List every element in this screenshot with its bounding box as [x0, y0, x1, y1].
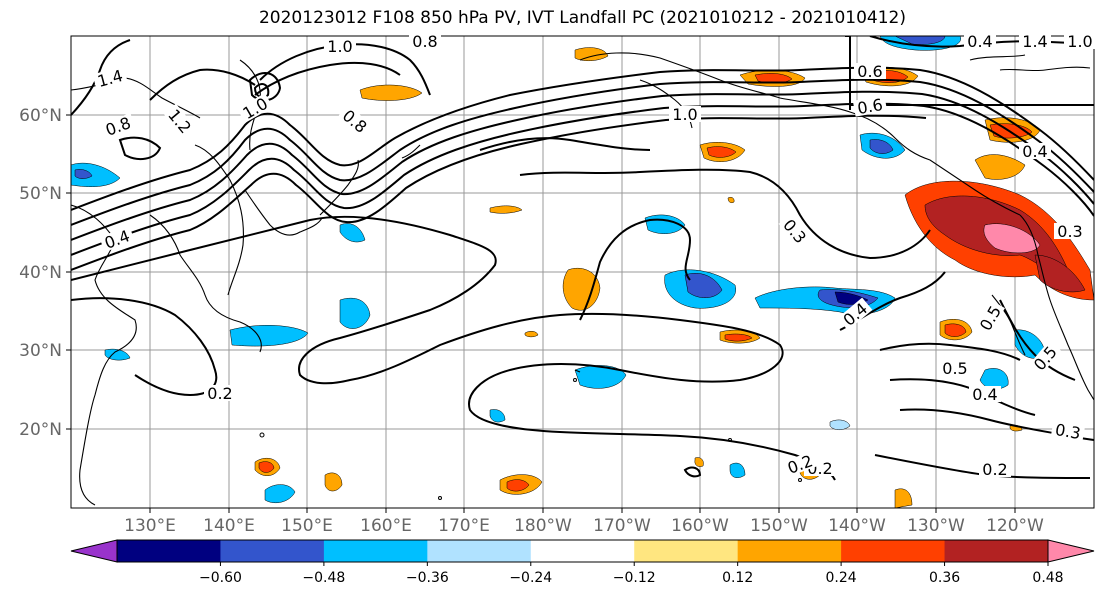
- contour-label: 0.6: [857, 62, 882, 81]
- colorbar-segment: [220, 540, 325, 562]
- colorbar-extend-high: [1047, 539, 1095, 563]
- contour-label-bg: [837, 297, 873, 331]
- contour-label-bg: [99, 226, 135, 252]
- contour-label-bg: [1028, 340, 1062, 376]
- contour-label: 0.8: [412, 32, 437, 51]
- contour-label-bg: [782, 451, 818, 477]
- lat-tick-label: 50°N: [19, 184, 62, 204]
- colorbar-tick-label: −0.12: [613, 570, 656, 586]
- contour-label: 0.4: [967, 32, 992, 51]
- map-title: 2020123012 F108 850 hPa PV, IVT Landfall…: [258, 8, 906, 28]
- contour-label-bg: [975, 300, 1005, 336]
- contour-label-bg: [1019, 33, 1051, 49]
- colorbar-tick-label: −0.48: [302, 570, 345, 586]
- contour-label-bg: [237, 93, 273, 123]
- colorbar-segment: [530, 540, 635, 562]
- latitude-axis: 60°N 50°N 40°N 30°N 20°N: [19, 106, 71, 440]
- contour-label-bg: [1050, 420, 1086, 442]
- contour-label: 0.4: [1022, 142, 1047, 161]
- gridlines: [71, 36, 1094, 508]
- colorbar-segment: [634, 540, 739, 562]
- colorbar-extend-low: [70, 539, 118, 563]
- lon-tick-label: 120°W: [986, 516, 1044, 536]
- contour-label-bg: [409, 33, 441, 49]
- colorbar-segment: [737, 540, 842, 562]
- pv-contours: [71, 36, 1094, 481]
- contour-label-bg: [204, 385, 236, 401]
- colorbar-frame: [116, 539, 1049, 563]
- colorbar-tick-label: −0.36: [406, 570, 449, 586]
- contour-label: 1.0: [1067, 32, 1092, 51]
- lon-tick-label: 180°W: [514, 516, 572, 536]
- lon-tick-label: 160°W: [671, 516, 729, 536]
- contour-label-bg: [1064, 33, 1096, 49]
- coastlines: [71, 52, 1094, 506]
- colorbar: −0.60 −0.48 −0.36 −0.24 −0.12 0.12 0.24 0.36 0.4…: [70, 539, 1095, 586]
- lat-tick-label: 20°N: [19, 420, 62, 440]
- lat-tick-label: 60°N: [19, 106, 62, 126]
- shading-patches: [71, 36, 1094, 508]
- contour-label: 0.2: [207, 384, 232, 403]
- contour-label-bg: [939, 360, 971, 376]
- contour-label: 1.0: [327, 37, 352, 56]
- contour-label: 0.6: [856, 95, 884, 118]
- lat-tick-label: 40°N: [19, 263, 62, 283]
- contour-label-bg: [979, 461, 1011, 477]
- contour-label: 0.4: [972, 385, 997, 404]
- lon-tick-label: 140°E: [203, 516, 255, 536]
- lon-tick-label: 150°W: [750, 516, 808, 536]
- contour-label-bg: [852, 95, 888, 117]
- lon-tick-label: 160°E: [360, 516, 412, 536]
- colorbar-tick-label: −0.60: [199, 570, 242, 586]
- colorbar-tick-label: 0.36: [929, 570, 960, 586]
- colorbar-tick-label: 0.12: [722, 570, 753, 586]
- contour-label-bg: [92, 66, 128, 90]
- contour-label: 0.3: [1057, 222, 1082, 241]
- contour-label-bg: [854, 63, 886, 79]
- contour-label: 0.5: [942, 359, 967, 378]
- lon-tick-label: 170°E: [438, 516, 490, 536]
- contour-label: 1.4: [1022, 32, 1047, 51]
- contour-labels: 1.0 0.81.41.0 0.81.2 1.00.80.40.61.4 1.00.60…: [92, 32, 1096, 479]
- colorbar-segment: [323, 540, 428, 562]
- lon-tick-label: 130°E: [124, 516, 176, 536]
- colorbar-tick-label: 0.48: [1032, 570, 1063, 586]
- contour-label-bg: [778, 213, 812, 249]
- contour-label-bg: [324, 38, 356, 54]
- lon-tick-label: 150°E: [281, 516, 333, 536]
- colorbar-segment: [944, 540, 1049, 562]
- longitude-axis: 130°E 140°E 150°E 160°E 170°E 180°W 170°W 160°W…: [124, 508, 1044, 536]
- lon-tick-label: 170°W: [593, 516, 651, 536]
- contour-label-bg: [969, 386, 1001, 402]
- contour-label: 0.2: [982, 460, 1007, 479]
- contour-label-bg: [100, 113, 136, 139]
- contour-label-bg: [669, 106, 701, 122]
- colorbar-segment: [841, 540, 946, 562]
- colorbar-segment: [117, 540, 221, 562]
- colorbar-tick-label: 0.24: [826, 570, 857, 586]
- contour-label: 1.0: [672, 105, 697, 124]
- contour-label-bg: [964, 33, 996, 49]
- lon-tick-label: 140°W: [828, 516, 886, 536]
- colorbar-tick-label: −0.24: [509, 570, 552, 586]
- contour-label-bg: [163, 103, 197, 139]
- contour-label-bg: [1019, 143, 1051, 159]
- contour-label: 0.3: [1054, 420, 1082, 443]
- contour-label-bg: [1054, 223, 1086, 239]
- lon-tick-label: 130°W: [907, 516, 965, 536]
- lat-tick-label: 30°N: [19, 341, 62, 361]
- colorbar-segment: [427, 540, 532, 562]
- contour-label-bg: [337, 104, 373, 138]
